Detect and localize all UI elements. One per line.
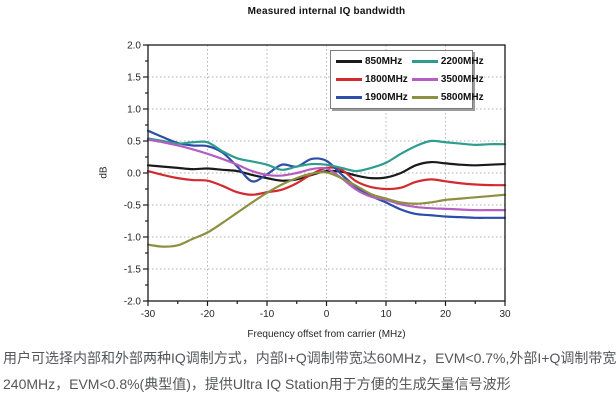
y-tick-label: 0.5 — [127, 137, 141, 148]
legend-line-swatch — [336, 60, 362, 64]
legend-label: 1900MHz — [365, 91, 408, 103]
chart-title: Measured internal IQ bandwidth — [247, 6, 406, 17]
legend-item: 2200MHz — [408, 56, 484, 67]
legend-line-swatch — [411, 60, 438, 64]
y-tick-label: 2.0 — [127, 41, 141, 52]
legend-item: 1800MHz — [332, 74, 408, 85]
series-line-5800MHz — [146, 171, 507, 248]
legend-line-swatch — [336, 95, 362, 99]
legend-label: 5800MHz — [440, 91, 484, 103]
x-tick-label: 20 — [440, 309, 452, 320]
iq-bandwidth-figure: Measured internal IQ bandwidth -30 -20 -10… — [98, 6, 511, 340]
x-tick-label: -20 — [200, 309, 215, 320]
y-tick-label: -1.5 — [124, 265, 142, 276]
legend-label: 1800MHz — [365, 73, 408, 85]
y-tick-label: -2.0 — [124, 297, 142, 308]
x-tick-label: 10 — [380, 309, 392, 320]
y-axis-label: dB — [98, 166, 110, 179]
legend-item: 1900MHz — [332, 92, 408, 103]
x-tick-label: -10 — [260, 309, 275, 320]
legend-label: 2200MHz — [440, 56, 484, 68]
y-tick-label: 1.0 — [127, 105, 141, 116]
x-axis-label: Frequency offset from carrier (MHz) — [247, 329, 406, 340]
series-line-2200MHz — [146, 137, 507, 173]
legend-line-swatch — [411, 77, 438, 81]
series-line-850MHz — [146, 160, 507, 182]
caption-line-2: 240MHz，EVM<0.8%(典型值)，提供Ultra IQ Station用… — [3, 375, 511, 392]
legend-item: 5800MHz — [408, 92, 484, 103]
legend-line-swatch — [411, 95, 438, 99]
caption-line-1: 用户可选择内部和外部两种IQ调制方式，内部I+Q调制带宽达60MHz，EVM<0… — [3, 350, 616, 366]
legend-line-swatch — [336, 77, 362, 81]
legend-item: 850MHz — [332, 56, 408, 67]
x-tick-label: 30 — [499, 309, 511, 320]
x-tick-label: 0 — [324, 309, 330, 320]
series-line-3500MHz — [146, 138, 507, 212]
legend: 850MHz 1800MHz 1900MHz 2200MHz 3500MHz 5… — [330, 50, 484, 109]
legend-label: 850MHz — [365, 56, 403, 68]
legend-item: 3500MHz — [408, 74, 484, 85]
caption-text: 用户可选择内部和外部两种IQ调制方式，内部I+Q调制带宽达60MHz，EVM<0… — [3, 346, 616, 397]
legend-label: 3500MHz — [440, 73, 484, 85]
y-tick-label: 1.5 — [127, 73, 141, 84]
y-tick-label: -1.0 — [124, 233, 142, 244]
y-tick-label: -0.5 — [124, 201, 142, 212]
y-tick-label: 0.0 — [127, 169, 141, 180]
plot-area: -30 -20 -10 0 10 20 30 -2.0 -1.5 -1.0 -0.5 0.0 0.5 1.… — [124, 41, 511, 321]
series-line-1900MHz — [146, 129, 507, 219]
x-tick-label: -30 — [141, 309, 156, 320]
